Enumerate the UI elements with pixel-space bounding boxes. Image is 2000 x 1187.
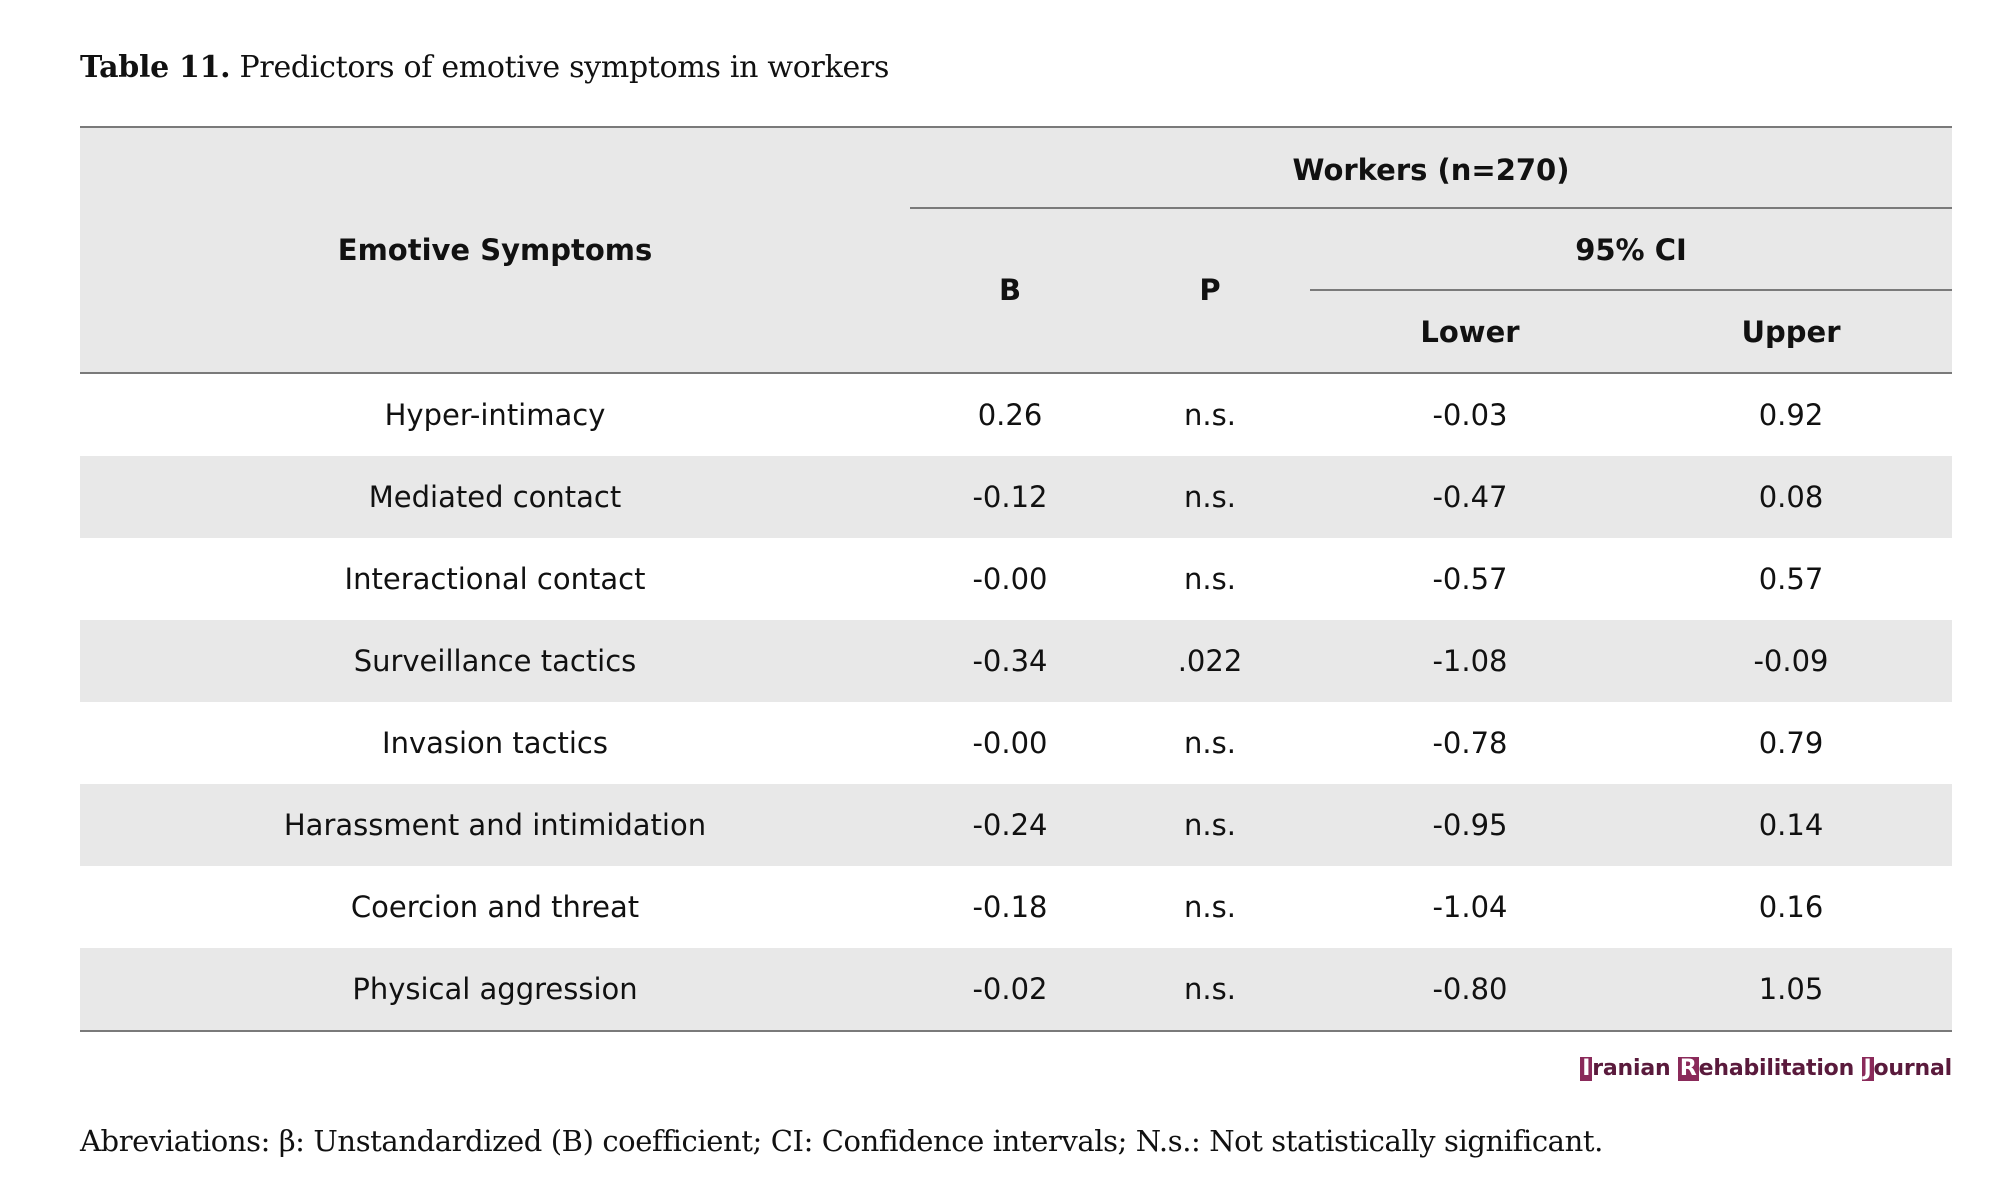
cell-b: 0.26 [977,398,1043,432]
journal-initial-j: J [1861,1056,1874,1081]
cell-lower: -0.47 [1432,480,1508,514]
row-label: Harassment and intimidation [283,808,707,842]
cell-upper: 0.08 [1758,480,1824,514]
header-lower: Lower [1420,315,1520,349]
cell-b: -0.18 [972,890,1048,924]
journal-logo: Iranian Rehabilitation Journal [1580,1056,1952,1081]
table-row: Harassment and intimidation -0.24 n.s. -… [80,784,1952,866]
cell-p: n.s. [1184,808,1236,842]
header-group: Workers (n=270) [1292,153,1570,187]
row-label: Physical aggression [352,972,638,1006]
table-bottom-rule [80,1030,1952,1032]
row-label: Interactional contact [344,562,646,596]
caption-text: Predictors of emotive symptoms in worker… [239,50,890,85]
table-row: Physical aggression -0.02 n.s. -0.80 1.0… [80,948,1952,1030]
table-row: Hyper-intimacy 0.26 n.s. -0.03 0.92 [80,374,1952,456]
cell-upper: 1.05 [1758,972,1824,1006]
table-row: Coercion and threat -0.18 n.s. -1.04 0.1… [80,866,1952,948]
cell-lower: -0.57 [1432,562,1508,596]
cell-upper: -0.09 [1753,644,1829,678]
header-ci: 95% CI [1575,233,1687,267]
cell-lower: -0.03 [1432,398,1508,432]
cell-b: -0.00 [972,562,1048,596]
table-header: Emotive Symptoms Workers (n=270) B P 95%… [80,126,1952,374]
cell-upper: 0.16 [1758,890,1824,924]
table-row: Mediated contact -0.12 n.s. -0.47 0.08 [80,456,1952,538]
table-body: Hyper-intimacy 0.26 n.s. -0.03 0.92 Medi… [80,374,1952,1030]
journal-word-1: ranian [1592,1056,1678,1081]
cell-b: -0.12 [972,480,1048,514]
table-row: Invasion tactics -0.00 n.s. -0.78 0.79 [80,702,1952,784]
header-b: B [998,273,1022,307]
header-group-rule [910,207,1952,209]
cell-upper: 0.92 [1758,398,1824,432]
caption-label: Table 11. [80,50,231,85]
table-caption: Table 11. Predictors of emotive symptoms… [80,50,889,85]
row-label: Coercion and threat [350,890,640,924]
journal-word-2: ehabilitation [1698,1056,1862,1081]
cell-p: n.s. [1184,480,1236,514]
cell-p: n.s. [1184,972,1236,1006]
header-row-label: Emotive Symptoms [337,233,653,267]
table-footnote: Abreviations: β: Unstandardized (B) coef… [80,1124,1603,1158]
cell-b: -0.02 [972,972,1048,1006]
cell-lower: -1.04 [1432,890,1508,924]
journal-initial-r: R [1677,1056,1699,1081]
header-upper: Upper [1741,315,1841,349]
table-row: Interactional contact -0.00 n.s. -0.57 0… [80,538,1952,620]
cell-b: -0.00 [972,726,1048,760]
results-table: Emotive Symptoms Workers (n=270) B P 95%… [80,126,1952,1032]
cell-lower: -0.95 [1432,808,1508,842]
cell-upper: 0.57 [1758,562,1824,596]
cell-p: n.s. [1184,726,1236,760]
row-label: Mediated contact [368,480,622,514]
cell-b: -0.34 [972,644,1048,678]
cell-p: .022 [1177,644,1243,678]
journal-word-3: ournal [1873,1056,1953,1081]
journal-initial-i: I [1580,1056,1593,1081]
table-row: Surveillance tactics -0.34 .022 -1.08 -0… [80,620,1952,702]
header-ci-rule [1310,289,1952,291]
row-label: Surveillance tactics [353,644,637,678]
header-p: P [1199,273,1221,307]
cell-lower: -0.78 [1432,726,1508,760]
cell-p: n.s. [1184,890,1236,924]
row-label: Hyper-intimacy [384,398,606,432]
cell-upper: 0.14 [1758,808,1824,842]
cell-p: n.s. [1184,398,1236,432]
cell-lower: -1.08 [1432,644,1508,678]
cell-upper: 0.79 [1758,726,1824,760]
cell-lower: -0.80 [1432,972,1508,1006]
cell-b: -0.24 [972,808,1048,842]
cell-p: n.s. [1184,562,1236,596]
row-label: Invasion tactics [382,726,608,760]
